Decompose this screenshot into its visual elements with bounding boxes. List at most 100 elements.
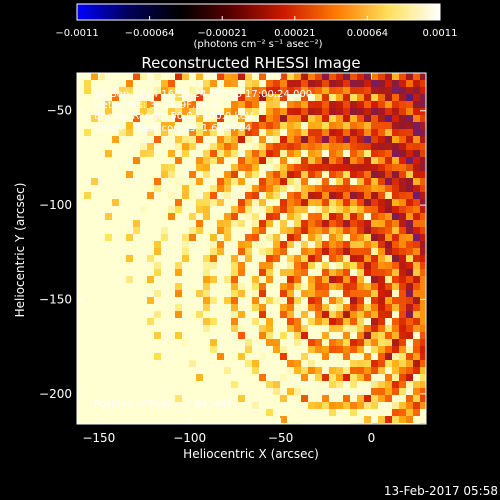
heatmap-pixel [399, 360, 407, 368]
heatmap-pixel [210, 122, 218, 130]
heatmap-pixel [105, 311, 113, 319]
heatmap-pixel [350, 255, 358, 263]
heatmap-pixel [315, 346, 323, 354]
heatmap-pixel [301, 297, 309, 305]
heatmap-pixel [231, 395, 239, 403]
heatmap-pixel [231, 388, 239, 396]
heatmap-pixel [329, 332, 337, 340]
heatmap-pixel [210, 304, 218, 312]
heatmap-pixel [301, 409, 309, 417]
heatmap-pixel [287, 101, 295, 109]
heatmap-pixel [350, 101, 358, 109]
heatmap-pixel [161, 129, 169, 137]
heatmap-pixel [315, 374, 323, 382]
heatmap-pixel [280, 115, 288, 123]
heatmap-pixel [189, 283, 197, 291]
heatmap-pixel [112, 297, 120, 305]
heatmap-pixel [413, 185, 421, 193]
heatmap-pixel [112, 395, 120, 403]
heatmap-pixel [91, 136, 99, 144]
heatmap-pixel [294, 367, 302, 375]
heatmap-pixel [203, 101, 211, 109]
heatmap-pixel [413, 178, 421, 186]
heatmap-pixel [378, 416, 386, 424]
heatmap-pixel [231, 297, 239, 305]
heatmap-pixel [378, 353, 386, 361]
heatmap-pixel [350, 325, 358, 333]
heatmap-pixel [105, 269, 113, 277]
heatmap-pixel [98, 241, 106, 249]
heatmap-pixel [105, 94, 113, 102]
heatmap-pixel [392, 206, 400, 214]
heatmap-pixel [245, 213, 253, 221]
heatmap-pixel [315, 136, 323, 144]
heatmap-pixel [112, 402, 120, 410]
heatmap-pixel [357, 311, 365, 319]
heatmap-pixel [77, 227, 85, 235]
heatmap-pixel [217, 353, 225, 361]
heatmap-pixel [371, 353, 379, 361]
heatmap-pixel [329, 290, 337, 298]
heatmap-pixel [217, 94, 225, 102]
heatmap-pixel [147, 178, 155, 186]
heatmap-pixel [350, 213, 358, 221]
heatmap-pixel [224, 108, 232, 116]
heatmap-pixel [357, 178, 365, 186]
heatmap-pixel [399, 255, 407, 263]
heatmap-pixel [322, 192, 330, 200]
heatmap-pixel [189, 339, 197, 347]
heatmap-pixel [371, 276, 379, 284]
heatmap-pixel [294, 87, 302, 95]
heatmap-pixel [154, 199, 162, 207]
heatmap-pixel [189, 360, 197, 368]
heatmap-pixel [301, 402, 309, 410]
heatmap-pixel [252, 360, 260, 368]
heatmap-pixel [112, 304, 120, 312]
heatmap-pixel [420, 339, 426, 347]
heatmap-pixel [140, 220, 148, 228]
heatmap-pixel [399, 199, 407, 207]
heatmap-pixel [98, 416, 106, 424]
heatmap-pixel [210, 311, 218, 319]
heatmap-pixel [273, 360, 281, 368]
heatmap-pixel [322, 115, 330, 123]
heatmap-pixel [343, 318, 351, 326]
heatmap-pixel [147, 220, 155, 228]
heatmap-pixel [308, 283, 316, 291]
heatmap-pixel [189, 94, 197, 102]
heatmap-pixel [217, 199, 225, 207]
heatmap-pixel [84, 332, 92, 340]
heatmap-pixel [343, 395, 351, 403]
heatmap-pixel [84, 416, 92, 424]
heatmap-pixel [252, 402, 260, 410]
heatmap-pixel [217, 409, 225, 417]
heatmap-pixel [315, 255, 323, 263]
heatmap-pixel [77, 136, 85, 144]
heatmap-pixel [406, 332, 414, 340]
heatmap-pixel [168, 199, 176, 207]
heatmap-pixel [147, 150, 155, 158]
heatmap-pixel [98, 136, 106, 144]
heatmap-pixel [119, 367, 127, 375]
heatmap-pixel [84, 185, 92, 193]
heatmap-pixel [196, 129, 204, 137]
heatmap-pixel [98, 304, 106, 312]
heatmap-pixel [112, 332, 120, 340]
heatmap-pixel [420, 346, 426, 354]
heatmap-pixel [301, 318, 309, 326]
heatmap-pixel [378, 122, 386, 130]
heatmap-pixel [392, 136, 400, 144]
heatmap-pixel [91, 416, 99, 424]
heatmap-pixel [357, 150, 365, 158]
heatmap-pixel [280, 339, 288, 347]
heatmap-pixel [406, 185, 414, 193]
heatmap-pixel [154, 94, 162, 102]
heatmap-pixel [189, 87, 197, 95]
heatmap-pixel [112, 346, 120, 354]
annotation-block: 10-Sep-2014 16:50:24.000 to 17:00:24.000… [94, 89, 312, 134]
heatmap-pixel [133, 290, 141, 298]
heatmap-pixel [378, 220, 386, 228]
heatmap-pixel [91, 87, 99, 95]
heatmap-pixel [413, 171, 421, 179]
heatmap-pixel [119, 304, 127, 312]
